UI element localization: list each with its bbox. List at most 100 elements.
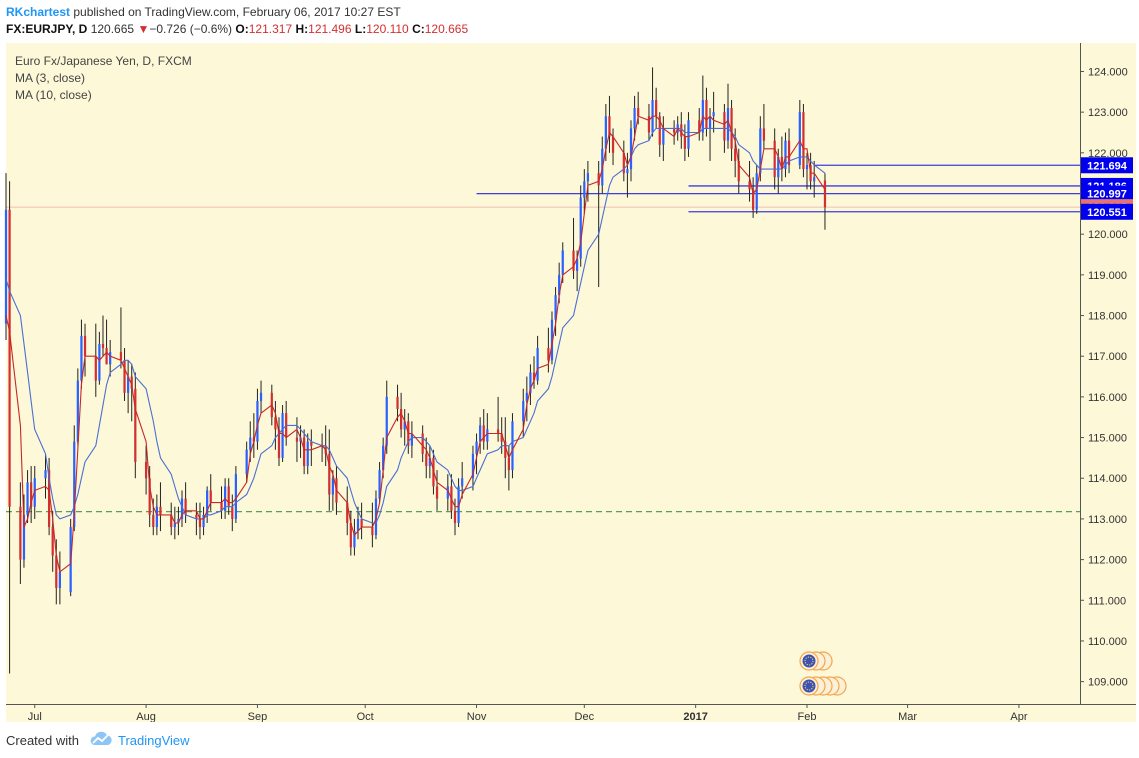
candle-down xyxy=(195,514,198,519)
candle-up xyxy=(403,421,406,430)
candle-up xyxy=(202,514,205,528)
candle-down xyxy=(134,388,137,462)
created-with-text: Created with xyxy=(6,733,79,748)
candle-down xyxy=(159,506,162,515)
candle-up xyxy=(206,490,209,515)
y-tick-label: 122.000 xyxy=(1088,148,1128,160)
candle-down xyxy=(683,136,686,149)
candle-up xyxy=(586,173,590,182)
published-text: published on TradingView.com, February 0… xyxy=(70,5,401,19)
candle-up xyxy=(784,140,787,170)
high-value: 121.496 xyxy=(308,22,352,36)
open-value: 121.317 xyxy=(248,22,293,36)
candle-up xyxy=(331,478,334,495)
y-tick-label: 124.000 xyxy=(1088,66,1128,78)
event-marker-core xyxy=(802,654,816,668)
candle-up xyxy=(475,441,478,454)
candle-down xyxy=(737,160,740,182)
candle-up xyxy=(80,335,83,381)
candle-down xyxy=(51,527,54,556)
time-axis-background xyxy=(6,704,1136,722)
candle-up xyxy=(471,453,475,479)
candle-up xyxy=(457,486,460,523)
publish-line: RKchartest published on TradingView.com,… xyxy=(6,5,401,19)
symbol-quote-line: FX:EURJPY, D 120.665 ▼−0.726 (−0.6%) O:1… xyxy=(6,22,468,36)
candle-up xyxy=(33,478,36,507)
candle-down xyxy=(360,518,363,528)
candle-up xyxy=(777,156,780,178)
candle-up xyxy=(306,441,309,467)
y-tick-label: 123.000 xyxy=(1088,107,1128,119)
y-tick-label: 110.000 xyxy=(1088,636,1127,648)
x-tick-label: Nov xyxy=(467,711,487,722)
candle-down xyxy=(220,502,223,511)
candle-down xyxy=(658,116,661,145)
candle-up xyxy=(4,209,8,324)
candle-down xyxy=(482,425,485,442)
candle-down xyxy=(346,502,349,523)
candle-down xyxy=(371,527,374,536)
candle-up xyxy=(428,457,431,467)
candle-up xyxy=(22,514,26,560)
candle-down xyxy=(83,335,87,357)
candle-up xyxy=(576,258,579,271)
candle-up xyxy=(234,474,237,519)
legend-ma-slow[interactable]: MA (10, close) xyxy=(15,88,92,102)
candle-down xyxy=(30,482,33,507)
candle-up xyxy=(561,250,564,275)
candle-up xyxy=(76,380,79,442)
ma-10-line xyxy=(5,127,826,524)
y-tick-label: 113.000 xyxy=(1088,514,1127,526)
candle-up xyxy=(708,116,712,129)
candle-down xyxy=(748,181,751,190)
candle-down xyxy=(608,116,611,137)
x-tick-label: 2017 xyxy=(683,711,707,722)
candle-down xyxy=(421,433,424,454)
candle-down xyxy=(622,152,625,174)
candle-up xyxy=(759,128,762,174)
candle-up xyxy=(256,400,259,442)
price-tag-label: 120.551 xyxy=(1087,207,1127,219)
tradingview-brand-link[interactable]: TradingView xyxy=(118,733,190,748)
candle-up xyxy=(554,295,557,320)
ma-3-line xyxy=(5,115,826,573)
candle-down xyxy=(328,453,331,495)
candle-down xyxy=(723,112,726,141)
candle-down xyxy=(130,376,133,389)
candle-up xyxy=(73,441,76,528)
event-marker-stars xyxy=(804,656,814,666)
candle-down xyxy=(295,437,299,442)
candle-down xyxy=(123,360,126,393)
author-link[interactable]: RKchartest xyxy=(6,5,71,19)
candle-down xyxy=(647,116,651,133)
candle-up xyxy=(629,128,633,170)
event-marker-stars xyxy=(804,681,814,691)
candle-up xyxy=(245,449,248,475)
candle-down xyxy=(762,128,766,141)
candle-down xyxy=(787,140,791,166)
candle-down xyxy=(752,189,755,210)
candle-up xyxy=(604,116,607,149)
price-tag-label: 120.997 xyxy=(1087,189,1127,201)
candle-down xyxy=(507,457,510,471)
y-tick-label: 116.000 xyxy=(1088,392,1127,404)
candle-down xyxy=(170,514,173,528)
candle-down xyxy=(144,461,148,479)
candle-up xyxy=(259,392,263,401)
candle-down xyxy=(152,514,155,528)
candle-up xyxy=(378,470,381,499)
candle-down xyxy=(496,429,500,434)
candle-down xyxy=(19,506,22,560)
chart-area[interactable]: 109.000 110.000 111.000 112.000 113.000 114.0… xyxy=(0,40,1139,722)
candle-down xyxy=(453,510,457,523)
y-tick-label: 118.000 xyxy=(1088,311,1127,323)
candle-down xyxy=(231,506,234,519)
low-label: L: xyxy=(354,22,367,36)
candle-down xyxy=(119,352,123,361)
candle-up xyxy=(98,344,101,381)
candle-up xyxy=(249,437,252,450)
y-tick-label: 120.000 xyxy=(1088,229,1128,241)
legend-ma-fast[interactable]: MA (3, close) xyxy=(15,71,86,85)
candlestick-chart[interactable]: 109.000 110.000 111.000 112.000 113.000 114.0… xyxy=(0,40,1139,722)
chart-header: RKchartest published on TradingView.com,… xyxy=(0,0,1139,40)
